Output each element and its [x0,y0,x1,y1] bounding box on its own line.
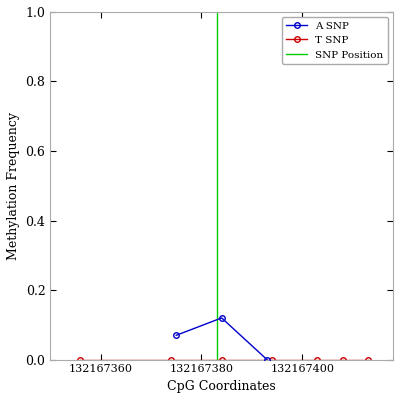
Legend: A SNP, T SNP, SNP Position: A SNP, T SNP, SNP Position [282,17,388,64]
X-axis label: CpG Coordinates: CpG Coordinates [167,380,276,393]
Y-axis label: Methylation Frequency: Methylation Frequency [7,112,20,260]
